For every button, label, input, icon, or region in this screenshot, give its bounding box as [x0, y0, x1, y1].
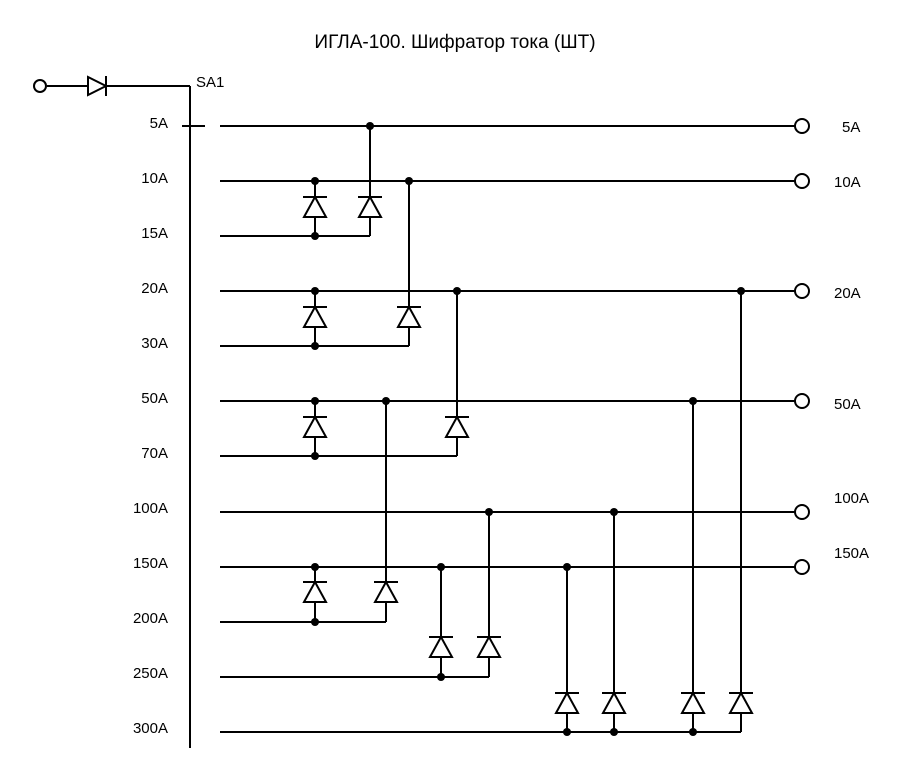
switch-position-label: 100A: [132, 500, 168, 517]
input-diode: [87, 75, 109, 97]
junction-dot: [689, 728, 697, 736]
diode: [302, 414, 328, 438]
junction-dot: [311, 287, 319, 295]
junction-dot: [311, 452, 319, 460]
diode: [554, 690, 580, 714]
junction-dot: [311, 342, 319, 350]
input-terminal: [33, 79, 47, 93]
output-terminal: [794, 173, 810, 189]
diode: [444, 414, 470, 438]
junction-dot: [610, 508, 618, 516]
switch-position-label: 70A: [141, 445, 168, 462]
junction-dot: [311, 618, 319, 626]
diode: [428, 634, 454, 658]
switch-position-label: 5A: [149, 115, 168, 132]
rails: [220, 125, 795, 733]
switch-position-label: 150A: [132, 555, 168, 572]
junction-dot: [485, 508, 493, 516]
output-label: 100A: [834, 490, 870, 507]
junction-dot: [311, 232, 319, 240]
diode: [302, 194, 328, 218]
junction-dot: [437, 563, 445, 571]
junction-dot: [563, 728, 571, 736]
output-terminal: [794, 283, 810, 299]
switch-position-label: 15A: [141, 225, 168, 242]
diode: [302, 304, 328, 328]
junction-dot: [737, 287, 745, 295]
junction-dot: [453, 287, 461, 295]
diode: [728, 690, 754, 714]
switch-position-label: 250A: [132, 665, 168, 682]
output-label: 5A: [842, 119, 861, 136]
switch-position-label: 30A: [141, 335, 168, 352]
junction-dot: [563, 563, 571, 571]
diode: [680, 690, 706, 714]
junction-dot: [366, 122, 374, 130]
diode: [302, 579, 328, 603]
switch-position-label: 50A: [141, 390, 168, 407]
junctions: [311, 122, 745, 736]
diagram-title: ИГЛА-100. Шифратор тока (ШТ): [314, 32, 596, 53]
output-terminal: [794, 559, 810, 575]
diode: [357, 194, 383, 218]
diodes: [302, 194, 754, 714]
junction-dot: [311, 177, 319, 185]
junction-dot: [405, 177, 413, 185]
switch-position-label: 200A: [132, 610, 168, 627]
output-terminal: [794, 504, 810, 520]
switch-label: SA1: [196, 74, 225, 91]
output-label: 10A: [834, 174, 861, 191]
diode: [601, 690, 627, 714]
output-terminal: [794, 118, 810, 134]
junction-dot: [610, 728, 618, 736]
junction-dot: [311, 563, 319, 571]
output-terminals: [794, 118, 810, 575]
junction-dot: [437, 673, 445, 681]
output-label: 150A: [834, 545, 870, 562]
output-terminal: [794, 393, 810, 409]
output-label: 20A: [834, 285, 861, 302]
diode: [476, 634, 502, 658]
junction-dot: [311, 397, 319, 405]
diode: [396, 304, 422, 328]
switch-position-label: 20A: [141, 280, 168, 297]
diode: [373, 579, 399, 603]
switch-position-label: 10A: [141, 170, 168, 187]
output-label: 50A: [834, 396, 861, 413]
junction-dot: [382, 397, 390, 405]
switch-position-label: 300A: [132, 720, 168, 737]
junction-dot: [689, 397, 697, 405]
